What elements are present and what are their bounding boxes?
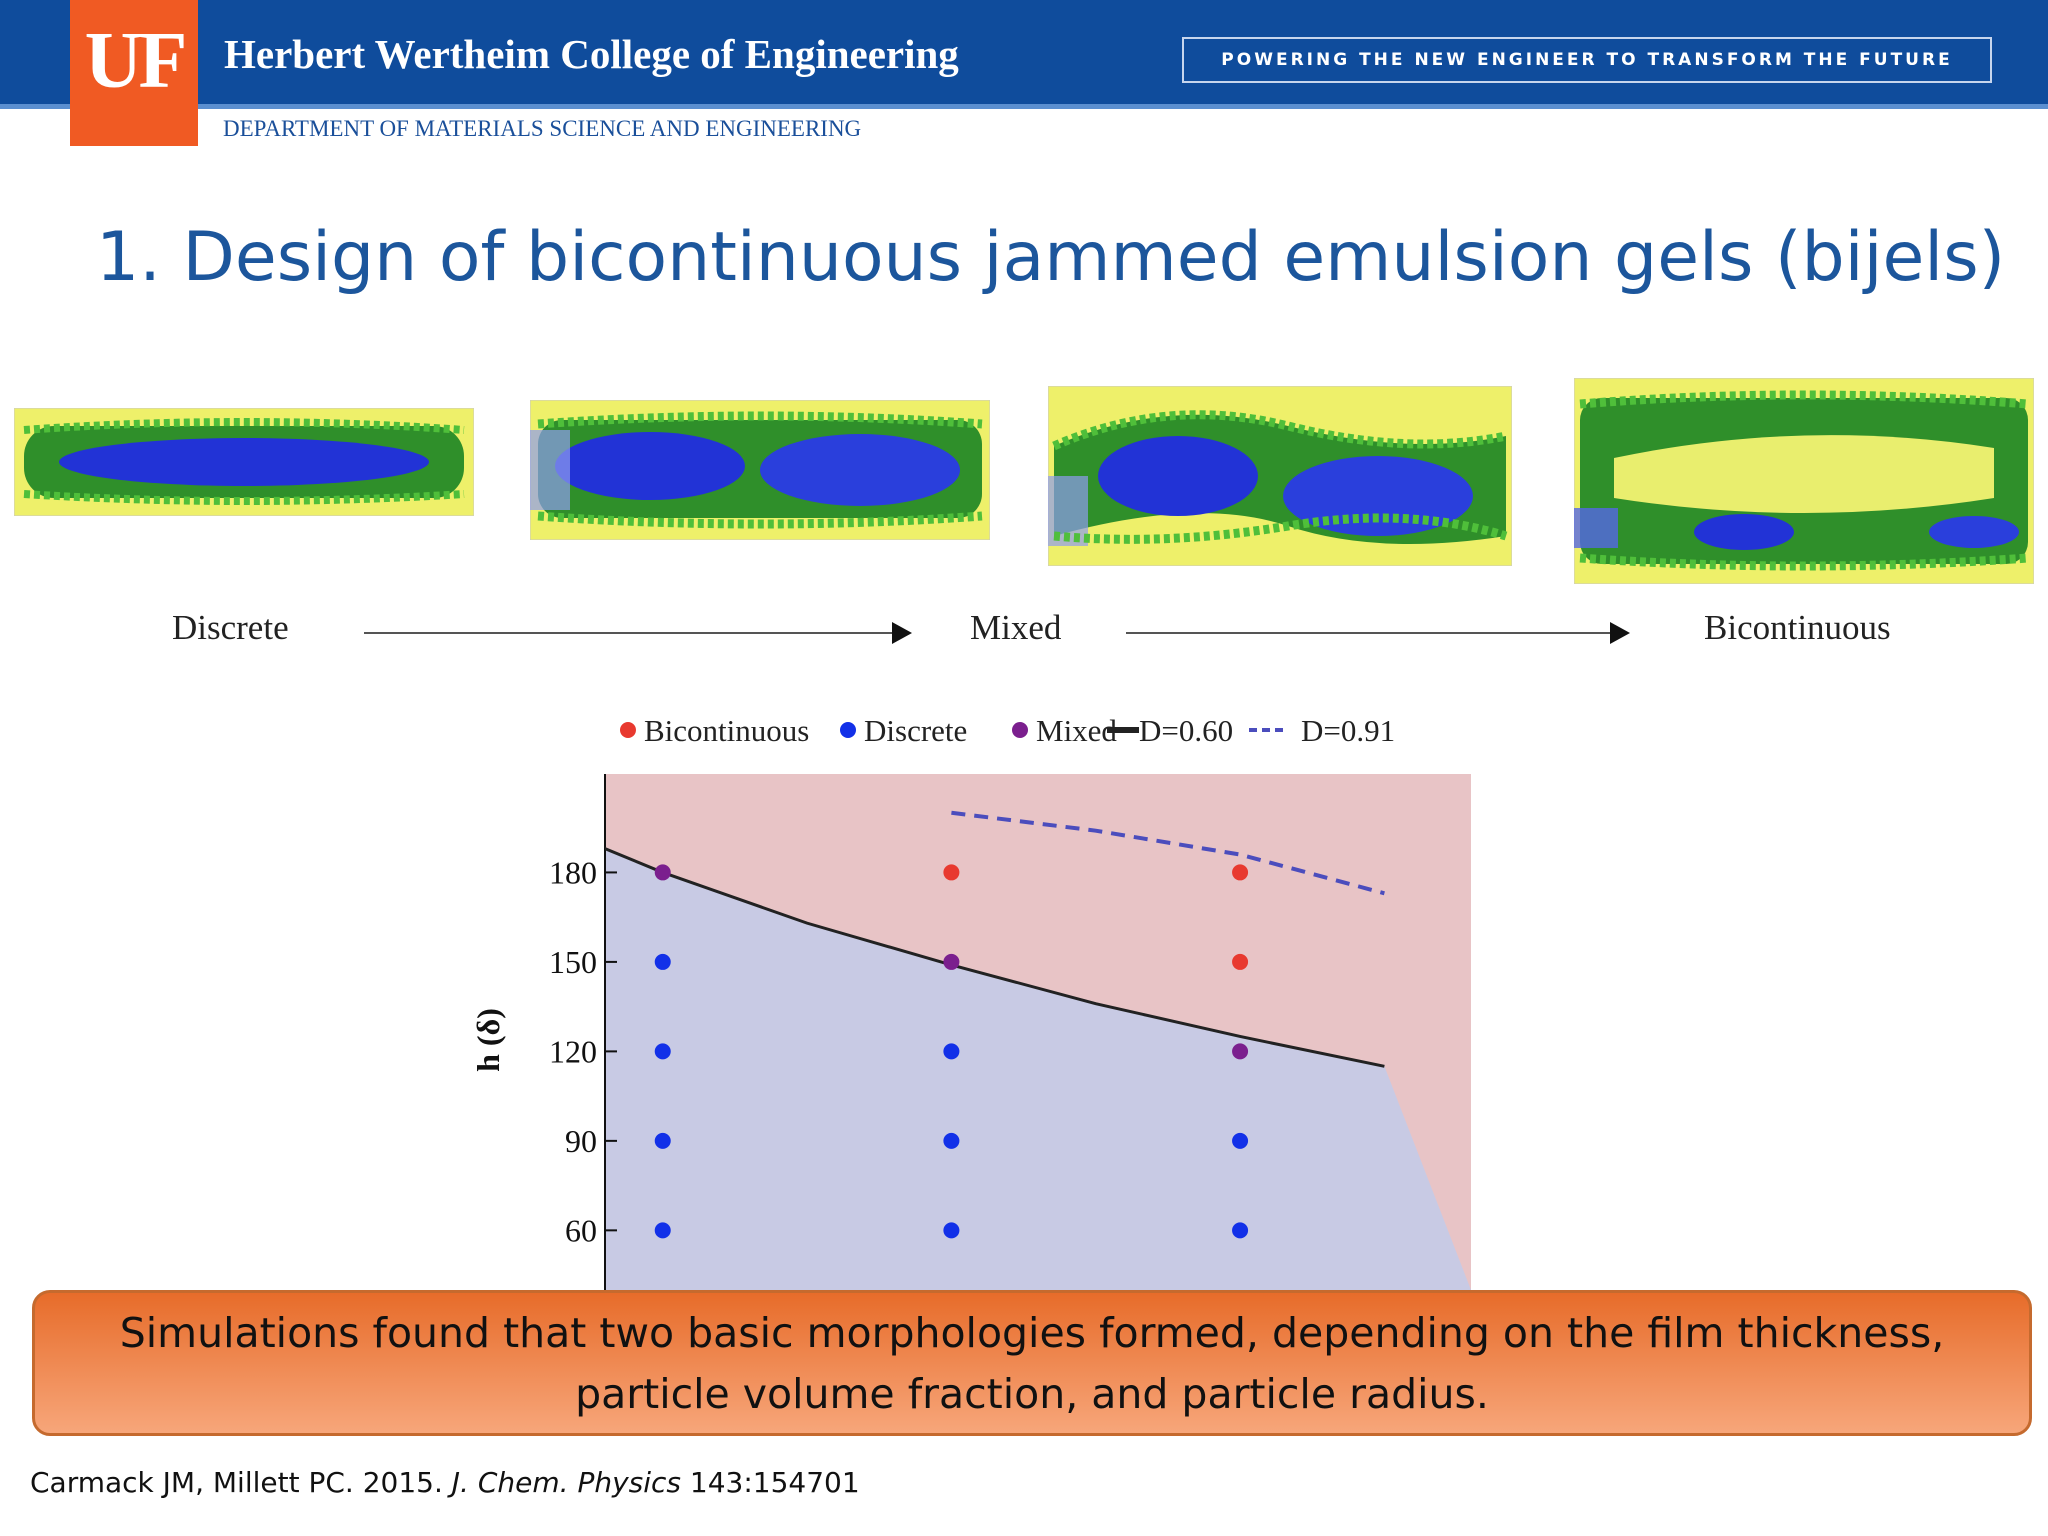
- citation-authors: Carmack JM, Millett PC. 2015.: [30, 1466, 443, 1499]
- summary-callout: Simulations found that two basic morphol…: [32, 1290, 2032, 1436]
- callout-line-1: Simulations found that two basic morphol…: [119, 1309, 1945, 1357]
- discrete-point: [1232, 1222, 1249, 1239]
- mixed-point: [654, 864, 671, 881]
- y-axis-label: h (δ): [470, 1008, 506, 1072]
- discrete-point: [1232, 1132, 1249, 1149]
- legend-label: D=0.91: [1301, 713, 1395, 748]
- slide-title: 1. Design of bicontinuous jammed emulsio…: [96, 218, 2006, 297]
- y-tick-label: 90: [565, 1123, 597, 1159]
- morphology-label-mixed: Mixed: [970, 608, 1062, 647]
- boundary-d-0-91: [951, 810, 1385, 896]
- legend-label: Mixed: [1036, 713, 1117, 748]
- legend-marker-mixed: [1012, 722, 1028, 738]
- morphology-label-discrete: Discrete: [172, 608, 289, 647]
- discrete-point: [943, 1132, 960, 1149]
- college-name: Herbert Wertheim College of Engineering: [224, 31, 959, 77]
- chart-y-ticks: 60 90 120 150 180: [549, 854, 617, 1248]
- bicontinuous-point: [1232, 864, 1249, 881]
- logo-text: UF: [84, 17, 188, 105]
- mixed-point: [943, 953, 960, 970]
- y-tick-label: 180: [549, 854, 597, 890]
- citation: Carmack JM, Millett PC. 2015. J. Chem. P…: [30, 1466, 860, 1499]
- uf-logo: UF: [70, 0, 198, 146]
- discrete-point: [654, 1222, 671, 1239]
- header-bar: [0, 0, 2048, 104]
- discrete-point: [654, 1043, 671, 1060]
- citation-ref: 143:154701: [689, 1466, 860, 1499]
- callout-line-2: particle volume fraction, and particle r…: [575, 1370, 1489, 1418]
- discrete-point: [943, 1222, 960, 1239]
- sequence-arrow-1: [364, 622, 912, 644]
- chart-regions: [605, 774, 1471, 1290]
- legend-label: Bicontinuous: [644, 713, 809, 748]
- discrete-to-mixed-simulation-image: [530, 400, 990, 540]
- chart-legend: Bicontinuous Discrete Mixed D=0.60 D=0.91: [620, 713, 1395, 748]
- bicontinuous-point: [943, 864, 960, 881]
- bicontinuous-point: [1232, 953, 1249, 970]
- y-tick-label: 120: [549, 1033, 597, 1069]
- discrete-simulation-image: [14, 408, 474, 516]
- y-tick-label: 60: [565, 1212, 597, 1248]
- discrete-point: [654, 1132, 671, 1149]
- legend-marker-discrete: [840, 722, 856, 738]
- discrete-point: [654, 953, 671, 970]
- discrete-point: [943, 1043, 960, 1060]
- sequence-arrow-2: [1126, 622, 1630, 644]
- legend-label: D=0.60: [1139, 713, 1233, 748]
- bicontinuous-simulation-image: [1574, 378, 2034, 584]
- chart-points: [654, 864, 1249, 1239]
- mixed-point: [1232, 1043, 1249, 1060]
- y-tick-label: 150: [549, 944, 597, 980]
- citation-journal: J. Chem. Physics: [451, 1466, 681, 1499]
- department-name: DEPARTMENT OF MATERIALS SCIENCE AND ENGI…: [223, 116, 862, 141]
- legend-marker-bicontinuous: [620, 722, 636, 738]
- header-divider: [0, 104, 2048, 109]
- discrete-region: [605, 812, 1471, 1290]
- mixed-simulation-image: [1048, 386, 1512, 566]
- tagline-banner: POWERING THE NEW ENGINEER TO TRANSFORM T…: [1182, 37, 1992, 83]
- legend-label: Discrete: [864, 713, 967, 748]
- morphology-label-bicontinuous: Bicontinuous: [1704, 608, 1891, 647]
- phase-diagram-chart: Bicontinuous Discrete Mixed D=0.60 D=0.91 60…: [470, 713, 1471, 1290]
